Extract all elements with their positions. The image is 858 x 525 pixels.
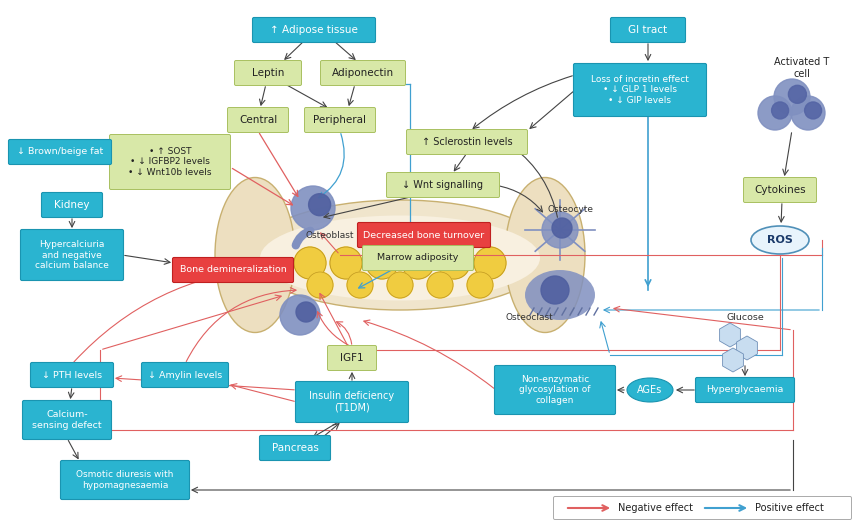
Ellipse shape bbox=[250, 200, 550, 310]
Circle shape bbox=[366, 247, 398, 279]
FancyBboxPatch shape bbox=[259, 436, 330, 460]
Text: Decreased bone turnover: Decreased bone turnover bbox=[364, 230, 485, 239]
FancyBboxPatch shape bbox=[41, 193, 102, 217]
Text: Peripheral: Peripheral bbox=[313, 115, 366, 125]
Ellipse shape bbox=[627, 378, 673, 402]
Circle shape bbox=[330, 247, 362, 279]
Text: Osmotic diuresis with
hypomagnesaemia: Osmotic diuresis with hypomagnesaemia bbox=[76, 470, 173, 490]
FancyBboxPatch shape bbox=[328, 345, 377, 371]
FancyBboxPatch shape bbox=[321, 60, 406, 86]
Text: ROS: ROS bbox=[767, 235, 793, 245]
Circle shape bbox=[758, 96, 792, 130]
Text: Kidney: Kidney bbox=[54, 200, 90, 210]
Text: Osteoblast: Osteoblast bbox=[305, 230, 354, 239]
Text: Osteoclast: Osteoclast bbox=[505, 313, 553, 322]
Text: • ↑ SOST
• ↓ IGFBP2 levels
• ↓ Wnt10b levels: • ↑ SOST • ↓ IGFBP2 levels • ↓ Wnt10b le… bbox=[128, 147, 212, 177]
Circle shape bbox=[771, 102, 789, 119]
Text: Non-enzymatic
glycosylation of
collagen: Non-enzymatic glycosylation of collagen bbox=[519, 375, 591, 405]
Circle shape bbox=[805, 102, 822, 119]
Text: IGF1: IGF1 bbox=[340, 353, 364, 363]
Circle shape bbox=[541, 276, 569, 304]
Text: Insulin deficiency
(T1DM): Insulin deficiency (T1DM) bbox=[310, 391, 395, 413]
Circle shape bbox=[347, 272, 373, 298]
FancyBboxPatch shape bbox=[696, 377, 795, 403]
Circle shape bbox=[542, 212, 578, 248]
Circle shape bbox=[789, 85, 807, 103]
FancyBboxPatch shape bbox=[362, 246, 474, 270]
FancyBboxPatch shape bbox=[234, 60, 301, 86]
Circle shape bbox=[307, 272, 333, 298]
Text: ↓ Amylin levels: ↓ Amylin levels bbox=[148, 371, 222, 380]
Circle shape bbox=[291, 186, 335, 230]
Text: Negative effect: Negative effect bbox=[618, 503, 693, 513]
FancyBboxPatch shape bbox=[305, 108, 376, 132]
FancyBboxPatch shape bbox=[295, 382, 408, 423]
FancyBboxPatch shape bbox=[227, 108, 288, 132]
FancyBboxPatch shape bbox=[61, 460, 190, 499]
Circle shape bbox=[774, 79, 810, 115]
FancyBboxPatch shape bbox=[252, 17, 376, 43]
Circle shape bbox=[296, 302, 316, 322]
FancyBboxPatch shape bbox=[744, 177, 817, 203]
Circle shape bbox=[387, 272, 413, 298]
FancyBboxPatch shape bbox=[407, 130, 528, 154]
Circle shape bbox=[402, 247, 434, 279]
Ellipse shape bbox=[751, 226, 809, 254]
Text: Marrow adiposity: Marrow adiposity bbox=[378, 254, 459, 262]
Circle shape bbox=[309, 194, 330, 216]
Text: Adiponectin: Adiponectin bbox=[332, 68, 394, 78]
Text: ↑ Adipose tissue: ↑ Adipose tissue bbox=[270, 25, 358, 35]
Circle shape bbox=[438, 247, 470, 279]
Text: Hyperglycaemia: Hyperglycaemia bbox=[706, 385, 783, 394]
FancyBboxPatch shape bbox=[110, 134, 231, 190]
Text: Central: Central bbox=[239, 115, 277, 125]
Text: AGEs: AGEs bbox=[637, 385, 662, 395]
Ellipse shape bbox=[505, 177, 585, 332]
FancyBboxPatch shape bbox=[31, 362, 113, 387]
Text: Leptin: Leptin bbox=[251, 68, 284, 78]
FancyArrowPatch shape bbox=[296, 231, 311, 245]
Text: Loss of incretin effect
• ↓ GLP 1 levels
• ↓ GIP levels: Loss of incretin effect • ↓ GLP 1 levels… bbox=[591, 75, 689, 105]
Text: Positive effect: Positive effect bbox=[755, 503, 824, 513]
Text: Osteocyte: Osteocyte bbox=[548, 205, 594, 215]
Text: GI tract: GI tract bbox=[628, 25, 668, 35]
Text: Glucose: Glucose bbox=[726, 313, 764, 322]
Text: ↓ Wnt signalling: ↓ Wnt signalling bbox=[402, 180, 484, 190]
Text: Cytokines: Cytokines bbox=[754, 185, 806, 195]
Ellipse shape bbox=[215, 177, 295, 332]
FancyBboxPatch shape bbox=[573, 64, 706, 117]
FancyBboxPatch shape bbox=[611, 17, 686, 43]
Circle shape bbox=[280, 295, 320, 335]
FancyBboxPatch shape bbox=[553, 497, 851, 520]
Text: Calcium-
sensing defect: Calcium- sensing defect bbox=[33, 410, 102, 430]
FancyBboxPatch shape bbox=[386, 173, 499, 197]
Text: Activated T
cell: Activated T cell bbox=[775, 57, 830, 79]
Circle shape bbox=[791, 96, 825, 130]
Circle shape bbox=[467, 272, 493, 298]
Text: ↓ PTH levels: ↓ PTH levels bbox=[42, 371, 102, 380]
FancyBboxPatch shape bbox=[9, 140, 112, 164]
FancyBboxPatch shape bbox=[21, 229, 124, 280]
Text: ↑ Sclerostin levels: ↑ Sclerostin levels bbox=[421, 137, 512, 147]
Text: ↓ Brown/beige fat: ↓ Brown/beige fat bbox=[17, 148, 103, 156]
Ellipse shape bbox=[525, 270, 595, 320]
Text: Bone demineralization: Bone demineralization bbox=[179, 266, 287, 275]
Text: Hypercalciuria
and negative
calcium balance: Hypercalciuria and negative calcium bala… bbox=[35, 240, 109, 270]
Circle shape bbox=[294, 247, 326, 279]
FancyBboxPatch shape bbox=[358, 223, 491, 247]
FancyBboxPatch shape bbox=[494, 365, 615, 415]
Circle shape bbox=[427, 272, 453, 298]
Text: Pancreas: Pancreas bbox=[272, 443, 318, 453]
FancyBboxPatch shape bbox=[22, 401, 112, 439]
Circle shape bbox=[474, 247, 506, 279]
Circle shape bbox=[552, 218, 572, 238]
Ellipse shape bbox=[260, 215, 540, 300]
FancyBboxPatch shape bbox=[142, 362, 228, 387]
FancyBboxPatch shape bbox=[172, 257, 293, 282]
